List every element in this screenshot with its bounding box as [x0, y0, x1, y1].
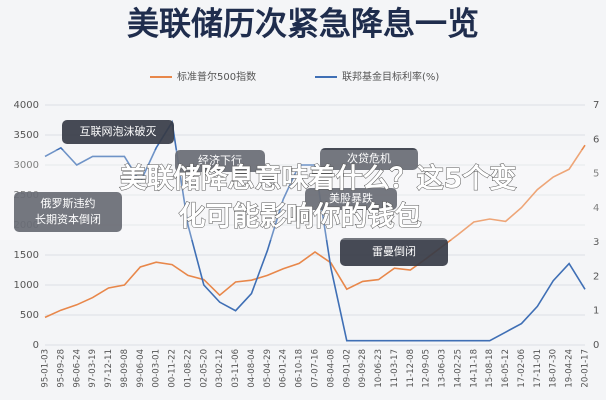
x-tick-label: 17-11-01	[533, 349, 543, 388]
x-tick-label: 11-03-17	[390, 349, 400, 388]
annotation-text: 雷曼倒闭	[372, 245, 416, 258]
x-tick-label: 16-05-12	[501, 349, 511, 388]
x-tick-label: 08-04-08	[326, 349, 336, 388]
x-tick-label: 14-02-25	[453, 349, 463, 388]
y-tick-label: 1000	[14, 280, 39, 291]
x-tick-label: 95-01-03	[41, 349, 51, 388]
y2-tick-label: 4	[593, 203, 599, 214]
annotation-text: 俄罗斯违约	[41, 197, 96, 210]
x-tick-label: 07-07-16	[311, 349, 321, 388]
annotation-box	[62, 120, 174, 144]
x-tick-label: 18-07-30	[549, 349, 559, 388]
y-tick-label: 1500	[14, 250, 39, 261]
x-tick-label: 17-02-06	[517, 349, 527, 388]
x-tick-label: 96-06-24	[72, 349, 82, 388]
x-tick-label: 02-05-20	[199, 349, 209, 388]
x-tick-label: 04-08-04	[247, 349, 257, 388]
annotation-box	[14, 192, 122, 232]
overlay-title: 化可能影响你的钱包	[179, 201, 422, 233]
y2-tick-label: 3	[593, 237, 599, 248]
x-tick-label: 98-09-08	[120, 349, 130, 388]
x-tick-label: 95-09-28	[56, 349, 66, 388]
annotation-text: 次贷危机	[347, 151, 391, 165]
y2-tick-label: 7	[593, 100, 599, 111]
annotation-text: 互联网泡沫破灭	[80, 124, 157, 138]
annotation-box	[320, 148, 418, 170]
x-tick-label: 97-12-11	[104, 349, 114, 388]
overlay-band	[0, 150, 606, 240]
x-tick-label: 15-08-18	[485, 349, 495, 388]
chart-title: 美联储历次紧急降息一览	[127, 5, 479, 43]
x-tick-label: 13-06-03	[438, 349, 448, 388]
y2-tick-label: 2	[593, 271, 599, 282]
x-tick-label: 20-01-17	[581, 349, 591, 388]
x-tick-label: 00-11-22	[168, 349, 178, 388]
y2-tick-label: 5	[593, 169, 599, 180]
x-tick-label: 06-10-18	[295, 349, 305, 388]
y2-tick-label: 6	[593, 134, 599, 145]
x-tick-label: 11-12-08	[406, 349, 416, 388]
x-tick-label: 97-03-19	[88, 349, 98, 388]
x-tick-label: 12-09-05	[422, 349, 432, 388]
x-tick-label: 03-02-12	[215, 349, 225, 388]
annotation-box	[175, 150, 265, 172]
x-tick-label: 19-04-24	[565, 349, 575, 388]
x-tick-label: 10-06-23	[374, 349, 384, 388]
y-tick-label: 0	[33, 340, 39, 351]
y-tick-label: 500	[20, 310, 39, 321]
x-tick-label: 14-11-18	[469, 349, 479, 388]
y-tick-label: 3000	[14, 160, 39, 171]
x-tick-label: 09-09-28	[358, 349, 368, 388]
annotation-text: 美股暴跌	[329, 191, 373, 205]
x-tick-label: 03-11-06	[231, 349, 241, 388]
overlay-title: 美联储降息意味着什么？这5个变	[120, 163, 517, 195]
x-tick-label: 09-01-02	[342, 349, 352, 388]
x-tick-label: 05-04-29	[263, 349, 273, 388]
legend-label: 联邦基金目标利率(%)	[342, 70, 439, 83]
line-series	[44, 144, 586, 319]
x-tick-label: 01-08-22	[183, 349, 193, 388]
legend-label: 标准普尔500指数	[177, 70, 256, 83]
y2-tick-label: 0	[593, 340, 599, 351]
x-tick-label: 00-03-01	[152, 349, 162, 388]
annotation-text: 经济下行	[198, 153, 242, 167]
x-tick-label: 06-01-24	[279, 349, 289, 388]
y2-tick-label: 1	[593, 306, 599, 317]
y-tick-label: 4000	[14, 100, 39, 111]
annotation-text: 长期资本倒闭	[35, 212, 101, 226]
annotation-box	[305, 188, 397, 210]
x-tick-label: 99-06-04	[136, 349, 146, 388]
line-series	[44, 119, 586, 342]
annotation-box	[340, 238, 448, 266]
y-tick-label: 3500	[14, 130, 39, 141]
